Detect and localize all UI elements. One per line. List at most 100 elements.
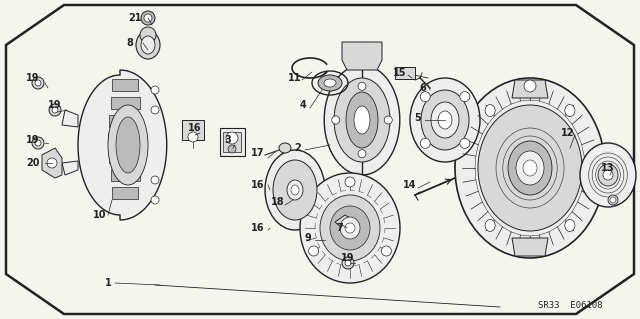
Text: 6: 6 bbox=[420, 83, 426, 93]
Text: 14: 14 bbox=[403, 180, 417, 190]
Text: 17: 17 bbox=[252, 148, 265, 158]
Ellipse shape bbox=[151, 86, 159, 94]
Bar bbox=[108, 133, 143, 145]
Ellipse shape bbox=[228, 145, 236, 153]
Ellipse shape bbox=[431, 102, 459, 138]
Ellipse shape bbox=[438, 111, 452, 129]
Ellipse shape bbox=[603, 170, 613, 180]
Ellipse shape bbox=[485, 219, 495, 232]
Ellipse shape bbox=[508, 141, 552, 195]
Ellipse shape bbox=[478, 105, 582, 231]
Ellipse shape bbox=[141, 36, 155, 54]
Ellipse shape bbox=[287, 180, 303, 200]
Text: 11: 11 bbox=[288, 73, 301, 83]
Bar bbox=[220, 128, 244, 156]
Ellipse shape bbox=[320, 195, 380, 261]
Ellipse shape bbox=[358, 82, 366, 90]
Ellipse shape bbox=[381, 246, 392, 256]
Polygon shape bbox=[512, 238, 548, 256]
Polygon shape bbox=[62, 161, 78, 175]
Ellipse shape bbox=[384, 116, 392, 124]
Text: 13: 13 bbox=[601, 163, 615, 173]
Ellipse shape bbox=[485, 105, 495, 116]
Ellipse shape bbox=[332, 116, 340, 124]
Text: 21: 21 bbox=[128, 13, 141, 23]
Bar bbox=[111, 97, 140, 109]
Text: 19: 19 bbox=[26, 73, 40, 83]
Text: 9: 9 bbox=[305, 233, 312, 243]
Ellipse shape bbox=[308, 246, 319, 256]
Ellipse shape bbox=[151, 106, 159, 114]
Ellipse shape bbox=[345, 223, 355, 233]
Bar bbox=[112, 79, 138, 91]
Ellipse shape bbox=[460, 138, 470, 148]
Ellipse shape bbox=[345, 177, 355, 187]
Ellipse shape bbox=[144, 14, 152, 22]
Text: 5: 5 bbox=[415, 113, 421, 123]
Ellipse shape bbox=[116, 117, 140, 173]
Ellipse shape bbox=[273, 160, 317, 220]
Ellipse shape bbox=[35, 80, 41, 86]
Text: 1: 1 bbox=[104, 278, 111, 288]
Text: 19: 19 bbox=[48, 100, 61, 110]
Ellipse shape bbox=[49, 104, 61, 116]
Ellipse shape bbox=[334, 78, 390, 162]
Ellipse shape bbox=[516, 151, 544, 185]
Ellipse shape bbox=[608, 195, 618, 205]
Ellipse shape bbox=[324, 79, 336, 87]
Text: 4: 4 bbox=[300, 100, 307, 110]
Ellipse shape bbox=[291, 185, 299, 195]
Bar bbox=[395, 67, 415, 79]
Text: 3: 3 bbox=[225, 135, 232, 145]
Text: 15: 15 bbox=[393, 68, 407, 78]
Ellipse shape bbox=[226, 132, 238, 144]
Bar bbox=[109, 151, 141, 163]
Text: 2: 2 bbox=[294, 143, 301, 153]
Ellipse shape bbox=[32, 137, 44, 149]
Ellipse shape bbox=[108, 105, 148, 185]
Ellipse shape bbox=[565, 219, 575, 232]
Text: 8: 8 bbox=[127, 38, 133, 48]
Bar bbox=[109, 115, 141, 127]
Text: 12: 12 bbox=[561, 128, 575, 138]
Ellipse shape bbox=[151, 196, 159, 204]
Ellipse shape bbox=[136, 31, 160, 59]
Ellipse shape bbox=[421, 90, 469, 150]
Bar bbox=[182, 120, 204, 140]
Ellipse shape bbox=[47, 158, 57, 168]
Ellipse shape bbox=[151, 176, 159, 184]
Text: 7: 7 bbox=[337, 223, 344, 233]
Polygon shape bbox=[42, 148, 62, 178]
Polygon shape bbox=[78, 70, 167, 220]
Ellipse shape bbox=[32, 77, 44, 89]
Ellipse shape bbox=[358, 150, 366, 158]
Ellipse shape bbox=[330, 206, 370, 250]
Ellipse shape bbox=[345, 260, 351, 266]
Bar bbox=[111, 169, 140, 181]
Ellipse shape bbox=[523, 160, 537, 176]
Text: SR33  E06108: SR33 E06108 bbox=[538, 300, 602, 309]
Polygon shape bbox=[512, 80, 548, 98]
Ellipse shape bbox=[580, 143, 636, 207]
Text: 19: 19 bbox=[341, 253, 355, 263]
Ellipse shape bbox=[460, 92, 470, 102]
Ellipse shape bbox=[410, 78, 480, 162]
Ellipse shape bbox=[420, 92, 430, 102]
Ellipse shape bbox=[141, 11, 155, 25]
Ellipse shape bbox=[318, 75, 342, 91]
Ellipse shape bbox=[265, 150, 325, 230]
Ellipse shape bbox=[346, 92, 378, 148]
Ellipse shape bbox=[342, 257, 354, 269]
Text: 20: 20 bbox=[26, 158, 40, 168]
Ellipse shape bbox=[52, 107, 58, 113]
Ellipse shape bbox=[565, 105, 575, 116]
Text: 10: 10 bbox=[93, 210, 107, 220]
Polygon shape bbox=[62, 110, 78, 127]
Ellipse shape bbox=[35, 140, 41, 146]
Ellipse shape bbox=[140, 27, 156, 43]
Ellipse shape bbox=[279, 143, 291, 153]
Bar bbox=[223, 132, 241, 152]
Polygon shape bbox=[335, 215, 350, 228]
Text: 19: 19 bbox=[26, 135, 40, 145]
Ellipse shape bbox=[340, 217, 360, 239]
